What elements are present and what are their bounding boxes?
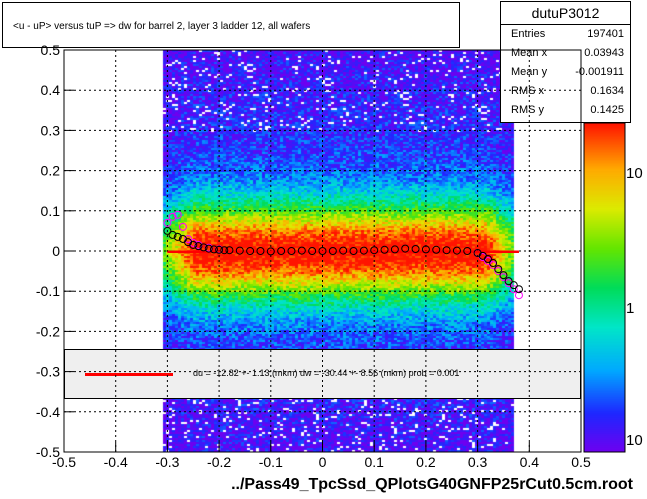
stats-row: Entries 197401 [501, 25, 630, 44]
stats-row: RMS x 0.1634 [501, 82, 630, 101]
stats-row-value: -0.001911 [575, 66, 624, 78]
stats-row-label: Entries [511, 28, 546, 40]
stats-row: RMS y 0.1425 [501, 101, 630, 120]
stats-row: Mean y -0.001911 [501, 63, 630, 82]
stats-row-value: 197401 [587, 28, 624, 40]
fit-line-swatch [85, 373, 173, 376]
stats-row-label: Mean x [511, 47, 548, 59]
stats-row-label: RMS y [511, 104, 544, 116]
title-box: <u - uP> versus tuP => dw for barrel 2, … [2, 2, 460, 48]
stats-row-value: 0.1425 [590, 104, 624, 116]
stats-row-value: 0.1634 [590, 85, 624, 97]
stats-row-value: 0.03943 [584, 47, 624, 59]
x-axis-label: ../Pass49_TpcSsd_QPlotsG40GNFP25rCut0.5c… [231, 476, 633, 493]
stats-name: dutuP3012 [501, 2, 630, 25]
stats-row-label: RMS x [511, 85, 544, 97]
fit-result-text: du = -12.82 +- 1.13 (mkm) dw = -30.44 +-… [193, 368, 460, 378]
stats-box: dutuP3012 Entries 197401 Mean x 0.03943 … [500, 1, 631, 123]
fit-legend: du = -12.82 +- 1.13 (mkm) dw = -30.44 +-… [64, 349, 581, 399]
chart-title: <u - uP> versus tuP => dw for barrel 2, … [13, 21, 311, 32]
stats-row: Mean x 0.03943 [501, 44, 630, 63]
stats-row-label: Mean y [511, 66, 548, 78]
